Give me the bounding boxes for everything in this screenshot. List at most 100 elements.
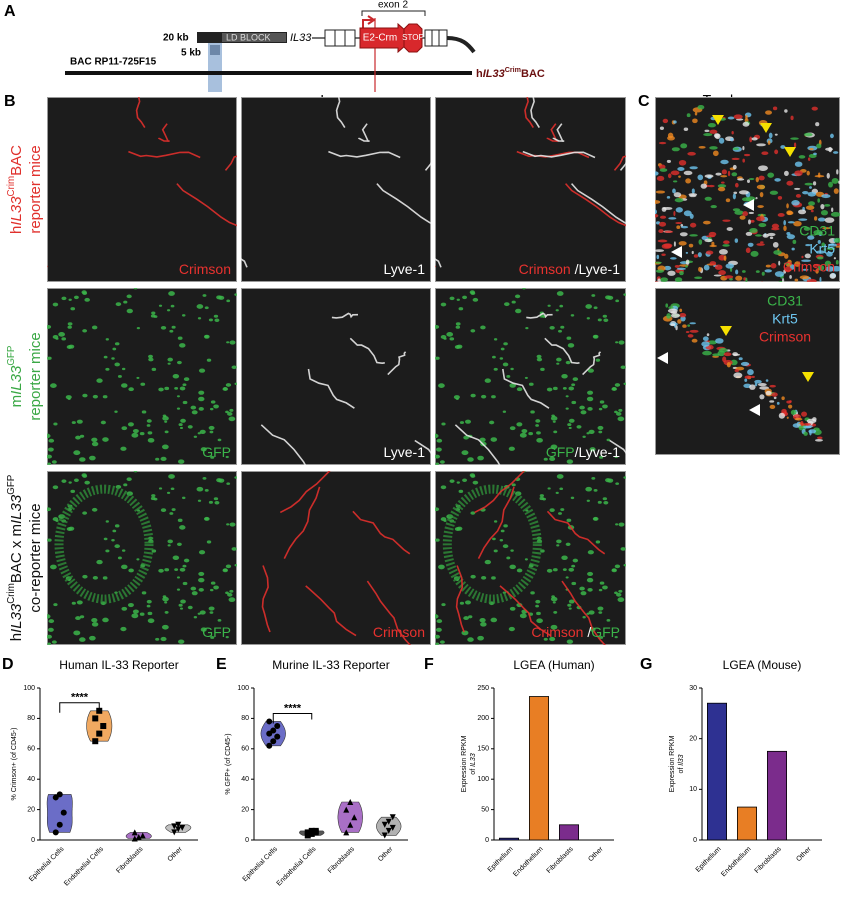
cell [760, 241, 764, 244]
cell [694, 111, 698, 116]
cell [82, 393, 88, 398]
cell [509, 606, 516, 611]
cell [611, 568, 617, 573]
cell [623, 476, 626, 479]
y-tick-label: 60 [241, 746, 249, 753]
cell [817, 240, 821, 244]
vessel [349, 337, 385, 365]
cell [217, 619, 222, 622]
cell [208, 318, 213, 322]
bar [559, 824, 580, 841]
cell [777, 213, 785, 217]
cell [661, 253, 666, 256]
cell [171, 508, 176, 511]
cell [535, 424, 539, 427]
cell [467, 457, 474, 462]
cell [708, 184, 715, 188]
cell [530, 410, 535, 414]
cell [127, 602, 134, 608]
cell [222, 568, 229, 573]
vessel [279, 471, 331, 514]
cell [536, 357, 543, 362]
cell [440, 517, 447, 522]
cell [218, 295, 225, 300]
cell [141, 410, 147, 414]
cell [670, 170, 680, 176]
vessel [524, 97, 534, 129]
cell [228, 416, 236, 422]
cell [784, 109, 788, 113]
cell [196, 486, 204, 492]
label-line: % Crimson+ (of CD45-) [11, 728, 18, 801]
cell [164, 568, 170, 572]
cell [568, 418, 575, 423]
image-label: Lyve-1 [383, 261, 425, 277]
cell [102, 437, 109, 442]
cell [689, 213, 694, 219]
cell [203, 516, 210, 521]
cell [150, 314, 156, 318]
cell [585, 304, 593, 309]
cell [556, 291, 564, 296]
cell [539, 494, 544, 498]
cell [602, 314, 608, 318]
cell [549, 636, 556, 642]
cell [597, 318, 602, 322]
cell [656, 254, 660, 260]
cell [820, 203, 825, 210]
cell [733, 114, 743, 119]
cell [749, 227, 758, 234]
cell [614, 383, 621, 387]
cell [449, 337, 455, 341]
cell [747, 242, 754, 247]
cell [92, 576, 98, 580]
cell [76, 600, 83, 605]
cell [588, 429, 595, 435]
cell [179, 386, 186, 391]
panel-label: C [638, 93, 650, 110]
arrowhead [802, 372, 814, 382]
cell [606, 619, 611, 622]
cell [508, 626, 515, 632]
cell [656, 175, 665, 181]
cell [217, 438, 222, 442]
cell [147, 438, 155, 443]
cell [591, 294, 596, 297]
y-tick-label: 40 [241, 776, 249, 783]
cell [750, 219, 755, 223]
vessel [158, 123, 170, 143]
cell [838, 180, 840, 184]
cell [91, 437, 98, 442]
micrograph [655, 288, 840, 455]
cell [79, 457, 86, 462]
bar [767, 750, 788, 841]
cell [500, 347, 505, 351]
cell [813, 152, 817, 156]
cell [203, 334, 210, 339]
cell [91, 325, 98, 330]
cell [607, 478, 614, 483]
cell [704, 174, 714, 178]
cell [73, 295, 79, 300]
cell [682, 324, 687, 328]
chart-title: Murine IL-33 Reporter [272, 658, 389, 672]
image-label: Crimson /GFP [531, 624, 620, 640]
cell [824, 217, 835, 223]
cell [446, 332, 454, 337]
cell [71, 421, 76, 425]
cell [657, 278, 661, 282]
cell [172, 373, 180, 379]
bar [498, 837, 519, 841]
cell [566, 459, 574, 464]
cell [586, 396, 594, 402]
cell [133, 288, 138, 290]
cell [200, 627, 207, 632]
text-part: % GFP+ (of CD45-) [225, 733, 232, 794]
cell [718, 348, 728, 353]
cell [493, 520, 498, 523]
cell [591, 477, 596, 480]
cell [131, 432, 139, 438]
y-tick-label: 80 [241, 715, 249, 722]
cell [836, 169, 839, 175]
vessel [307, 368, 355, 409]
